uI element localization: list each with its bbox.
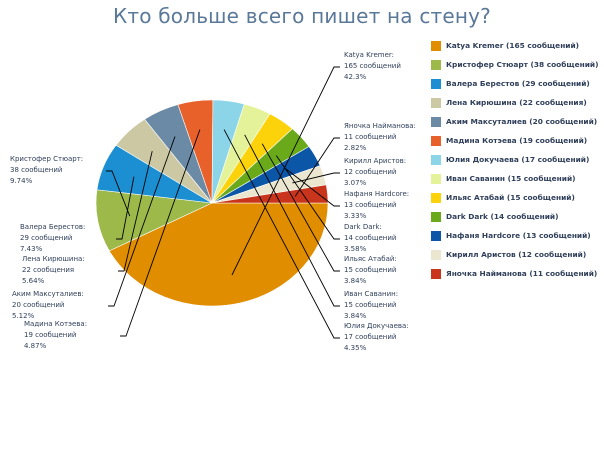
leader-line-мадина-котэева bbox=[120, 129, 201, 337]
slice-label-яночка-найманова: Яночка Найманова: 11 сообщений 2.82% bbox=[344, 122, 416, 152]
slice-label-мадина-котэева: Мадина Котэева: 19 сообщений 4.87% bbox=[24, 320, 87, 350]
legend-item-мадина-котэева: Мадина Котэева (19 сообщений) bbox=[431, 131, 604, 150]
legend-label: Лена Кирюшина (22 сообщения) bbox=[446, 98, 587, 107]
legend-label: Юлия Докучаева (17 сообщений) bbox=[446, 155, 590, 164]
legend-swatch bbox=[431, 97, 441, 108]
legend-item-нафаня-hardcore: Нафаня Hardcore (13 сообщений) bbox=[431, 226, 604, 245]
leader-line-katya-kremer bbox=[231, 66, 340, 276]
slice-label-кирилл-аристов: Кирилл Аристов: 12 сообщений 3.07% bbox=[344, 157, 406, 187]
legend-label: Иван Саванин (15 сообщений) bbox=[446, 174, 576, 183]
legend-item-яночка-найманова: Яночка Найманова (11 сообщений) bbox=[431, 264, 604, 283]
leader-line-яночка-найманова bbox=[294, 137, 340, 197]
legend-label: Кристофер Стюарт (38 сообщений) bbox=[446, 60, 599, 69]
legend-label: Валера Берестов (29 сообщений) bbox=[446, 79, 590, 88]
slice-label-иван-саванин: Иван Саванин: 15 сообщений 3.84% bbox=[344, 290, 398, 320]
leader-line-валера-берестов bbox=[116, 176, 135, 240]
leader-line-аким-максуталиев bbox=[108, 136, 176, 307]
pie-chart: Katya Kremer: 165 сообщений 42.3% Кристофер… bbox=[10, 51, 416, 352]
legend-item-ильяс-атабай: Ильяс Атабай (15 сообщений) bbox=[431, 188, 604, 207]
legend-item-юлия-докучаева: Юлия Докучаева (17 сообщений) bbox=[431, 150, 604, 169]
legend-label: Dark Dark (14 сообщений) bbox=[446, 212, 559, 221]
legend-label: Нафаня Hardcore (13 сообщений) bbox=[446, 231, 591, 240]
leader-line-dark-dark bbox=[275, 155, 340, 240]
slice-labels: Katya Kremer: 165 сообщений 42.3% Кристофер… bbox=[10, 51, 416, 352]
legend-label: Яночка Найманова (11 сообщений) bbox=[446, 269, 598, 278]
legend-swatch bbox=[431, 40, 441, 51]
legend-item-кирилл-аристов: Кирилл Аристов (12 сообщений) bbox=[431, 245, 604, 264]
slice-label-лена-кирюшина: Лена Кирюшина: 22 сообщения 5.64% bbox=[22, 255, 85, 285]
chart-title: Кто больше всего пишет на стену? bbox=[113, 4, 491, 28]
legend-label: Katya Kremer (165 сообщений) bbox=[446, 41, 580, 50]
legend-label: Аким Максуталиев (20 сообщений) bbox=[446, 117, 598, 126]
legend-item-лена-кирюшина: Лена Кирюшина (22 сообщения) bbox=[431, 93, 604, 112]
legend-swatch bbox=[431, 249, 441, 260]
pie-slices bbox=[95, 99, 329, 307]
legend-item-katya-kremer: Katya Kremer (165 сообщений) bbox=[431, 36, 604, 55]
legend-swatch bbox=[431, 135, 441, 146]
legend-item-кристофер-стюарт: Кристофер Стюарт (38 сообщений) bbox=[431, 55, 604, 74]
slice-label-валера-берестов: Валера Берестов: 29 сообщений 7.43% bbox=[20, 223, 85, 253]
chart-legend: Katya Kremer (165 сообщений) Кристофер Ст… bbox=[431, 36, 604, 283]
legend-item-аким-максуталиев: Аким Максуталиев (20 сообщений) bbox=[431, 112, 604, 131]
legend-swatch bbox=[431, 268, 441, 279]
legend-label: Ильяс Атабай (15 сообщений) bbox=[446, 193, 575, 202]
slice-label-аким-максуталиев: Аким Максуталиев: 20 сообщений 5.12% bbox=[12, 290, 84, 320]
leader-line-нафаня-hardcore bbox=[286, 168, 340, 207]
legend-label: Кирилл Аристов (12 сообщений) bbox=[446, 250, 587, 259]
slice-label-кристофер-стюарт: Кристофер Стюарт: 38 сообщений 9.74% bbox=[10, 155, 83, 185]
leader-line-юлия-докучаева bbox=[223, 129, 340, 339]
legend-swatch bbox=[431, 211, 441, 222]
legend-swatch bbox=[431, 59, 441, 70]
leader-line-кристофер-стюарт bbox=[106, 170, 131, 217]
slice-label-katya-kremer: Katya Kremer: 165 сообщений 42.3% bbox=[344, 51, 401, 81]
leader-lines bbox=[106, 66, 340, 339]
leader-line-иван-саванин bbox=[244, 134, 340, 307]
legend-item-dark-dark: Dark Dark (14 сообщений) bbox=[431, 207, 604, 226]
legend-item-иван-саванин: Иван Саванин (15 сообщений) bbox=[431, 169, 604, 188]
pie-slice-яночка-найманова bbox=[211, 184, 329, 204]
legend-swatch bbox=[431, 230, 441, 241]
slice-label-dark-dark: Dark Dark: 14 сообщений 3.58% bbox=[344, 223, 396, 253]
legend-label: Мадина Котэева (19 сообщений) bbox=[446, 136, 588, 145]
slice-label-ильяс-атабай: Ильяс Атабай: 15 сообщений 3.84% bbox=[344, 255, 397, 285]
legend-swatch bbox=[431, 78, 441, 89]
leader-line-ильяс-атабай bbox=[261, 143, 340, 272]
leader-line-лена-кирюшина bbox=[118, 151, 153, 272]
legend-swatch bbox=[431, 116, 441, 127]
slice-label-юлия-докучаева: Юлия Докучаева: 17 сообщений 4.35% bbox=[344, 322, 409, 352]
slice-label-нафаня-hardcore: Нафаня Hardcore: 13 сообщений 3.33% bbox=[344, 190, 409, 220]
legend-swatch bbox=[431, 192, 441, 203]
legend-item-валера-берестов: Валера Берестов (29 сообщений) bbox=[431, 74, 604, 93]
legend-swatch bbox=[431, 173, 441, 184]
legend-swatch bbox=[431, 154, 441, 165]
